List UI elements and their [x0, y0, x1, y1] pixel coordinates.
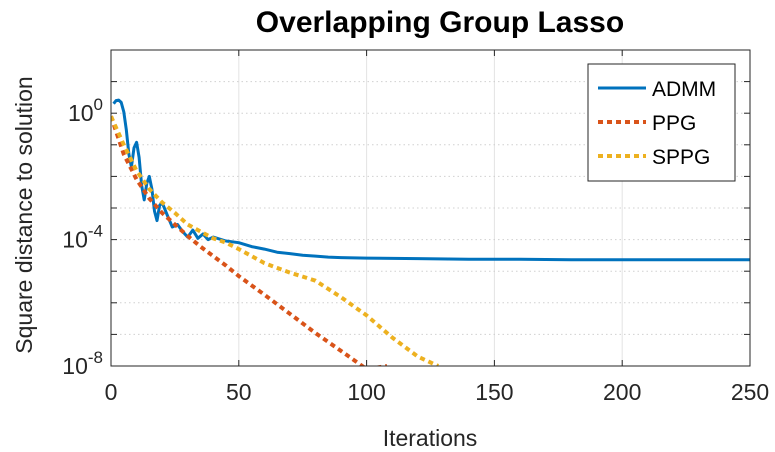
y-tick-label: 10-8 — [62, 348, 103, 379]
y-tick-exponent: -8 — [88, 348, 103, 367]
x-tick-label: 250 — [731, 379, 769, 405]
y-tick-exponent: -4 — [88, 222, 103, 241]
x-axis-label: Iterations — [383, 425, 478, 451]
y-tick-base: 10 — [62, 227, 88, 253]
x-tick-label: 200 — [603, 379, 641, 405]
y-tick-label: 10-4 — [62, 222, 103, 253]
x-tick-label: 50 — [226, 379, 252, 405]
y-tick-label: 100 — [68, 95, 103, 126]
legend-label-ppg: PPG — [652, 112, 696, 135]
legend-label-sppg: SPPG — [652, 146, 710, 169]
y-axis-label: Square distance to solution — [11, 76, 37, 353]
legend: ADMM PPG SPPG — [587, 63, 736, 182]
series-layer — [111, 98, 750, 366]
x-tick-label: 0 — [105, 379, 118, 405]
y-tick-base: 10 — [62, 353, 88, 379]
legend-label-admm: ADMM — [652, 78, 716, 101]
chart-title: Overlapping Group Lasso — [256, 6, 624, 39]
legend-box — [587, 63, 736, 182]
x-tick-label: 150 — [475, 379, 513, 405]
y-tick-base: 10 — [68, 100, 94, 126]
series-line-sppg — [111, 115, 440, 366]
y-tick-exponent: 0 — [94, 95, 103, 114]
series-line-admm — [112, 98, 750, 262]
series-line-ppg — [111, 115, 387, 366]
x-tick-label: 100 — [347, 379, 385, 405]
plot-area-border — [110, 49, 751, 367]
axes-frame — [110, 49, 751, 367]
